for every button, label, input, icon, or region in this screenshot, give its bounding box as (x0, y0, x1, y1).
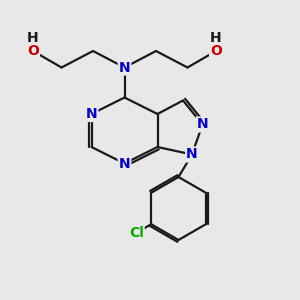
Text: Cl: Cl (129, 226, 144, 240)
Text: O: O (210, 44, 222, 58)
Text: N: N (86, 107, 97, 121)
Text: N: N (119, 61, 130, 74)
Text: H: H (210, 32, 222, 45)
Text: O: O (27, 44, 39, 58)
Text: H: H (27, 32, 39, 45)
Text: N: N (119, 157, 130, 170)
Text: N: N (197, 118, 208, 131)
Text: N: N (186, 148, 198, 161)
